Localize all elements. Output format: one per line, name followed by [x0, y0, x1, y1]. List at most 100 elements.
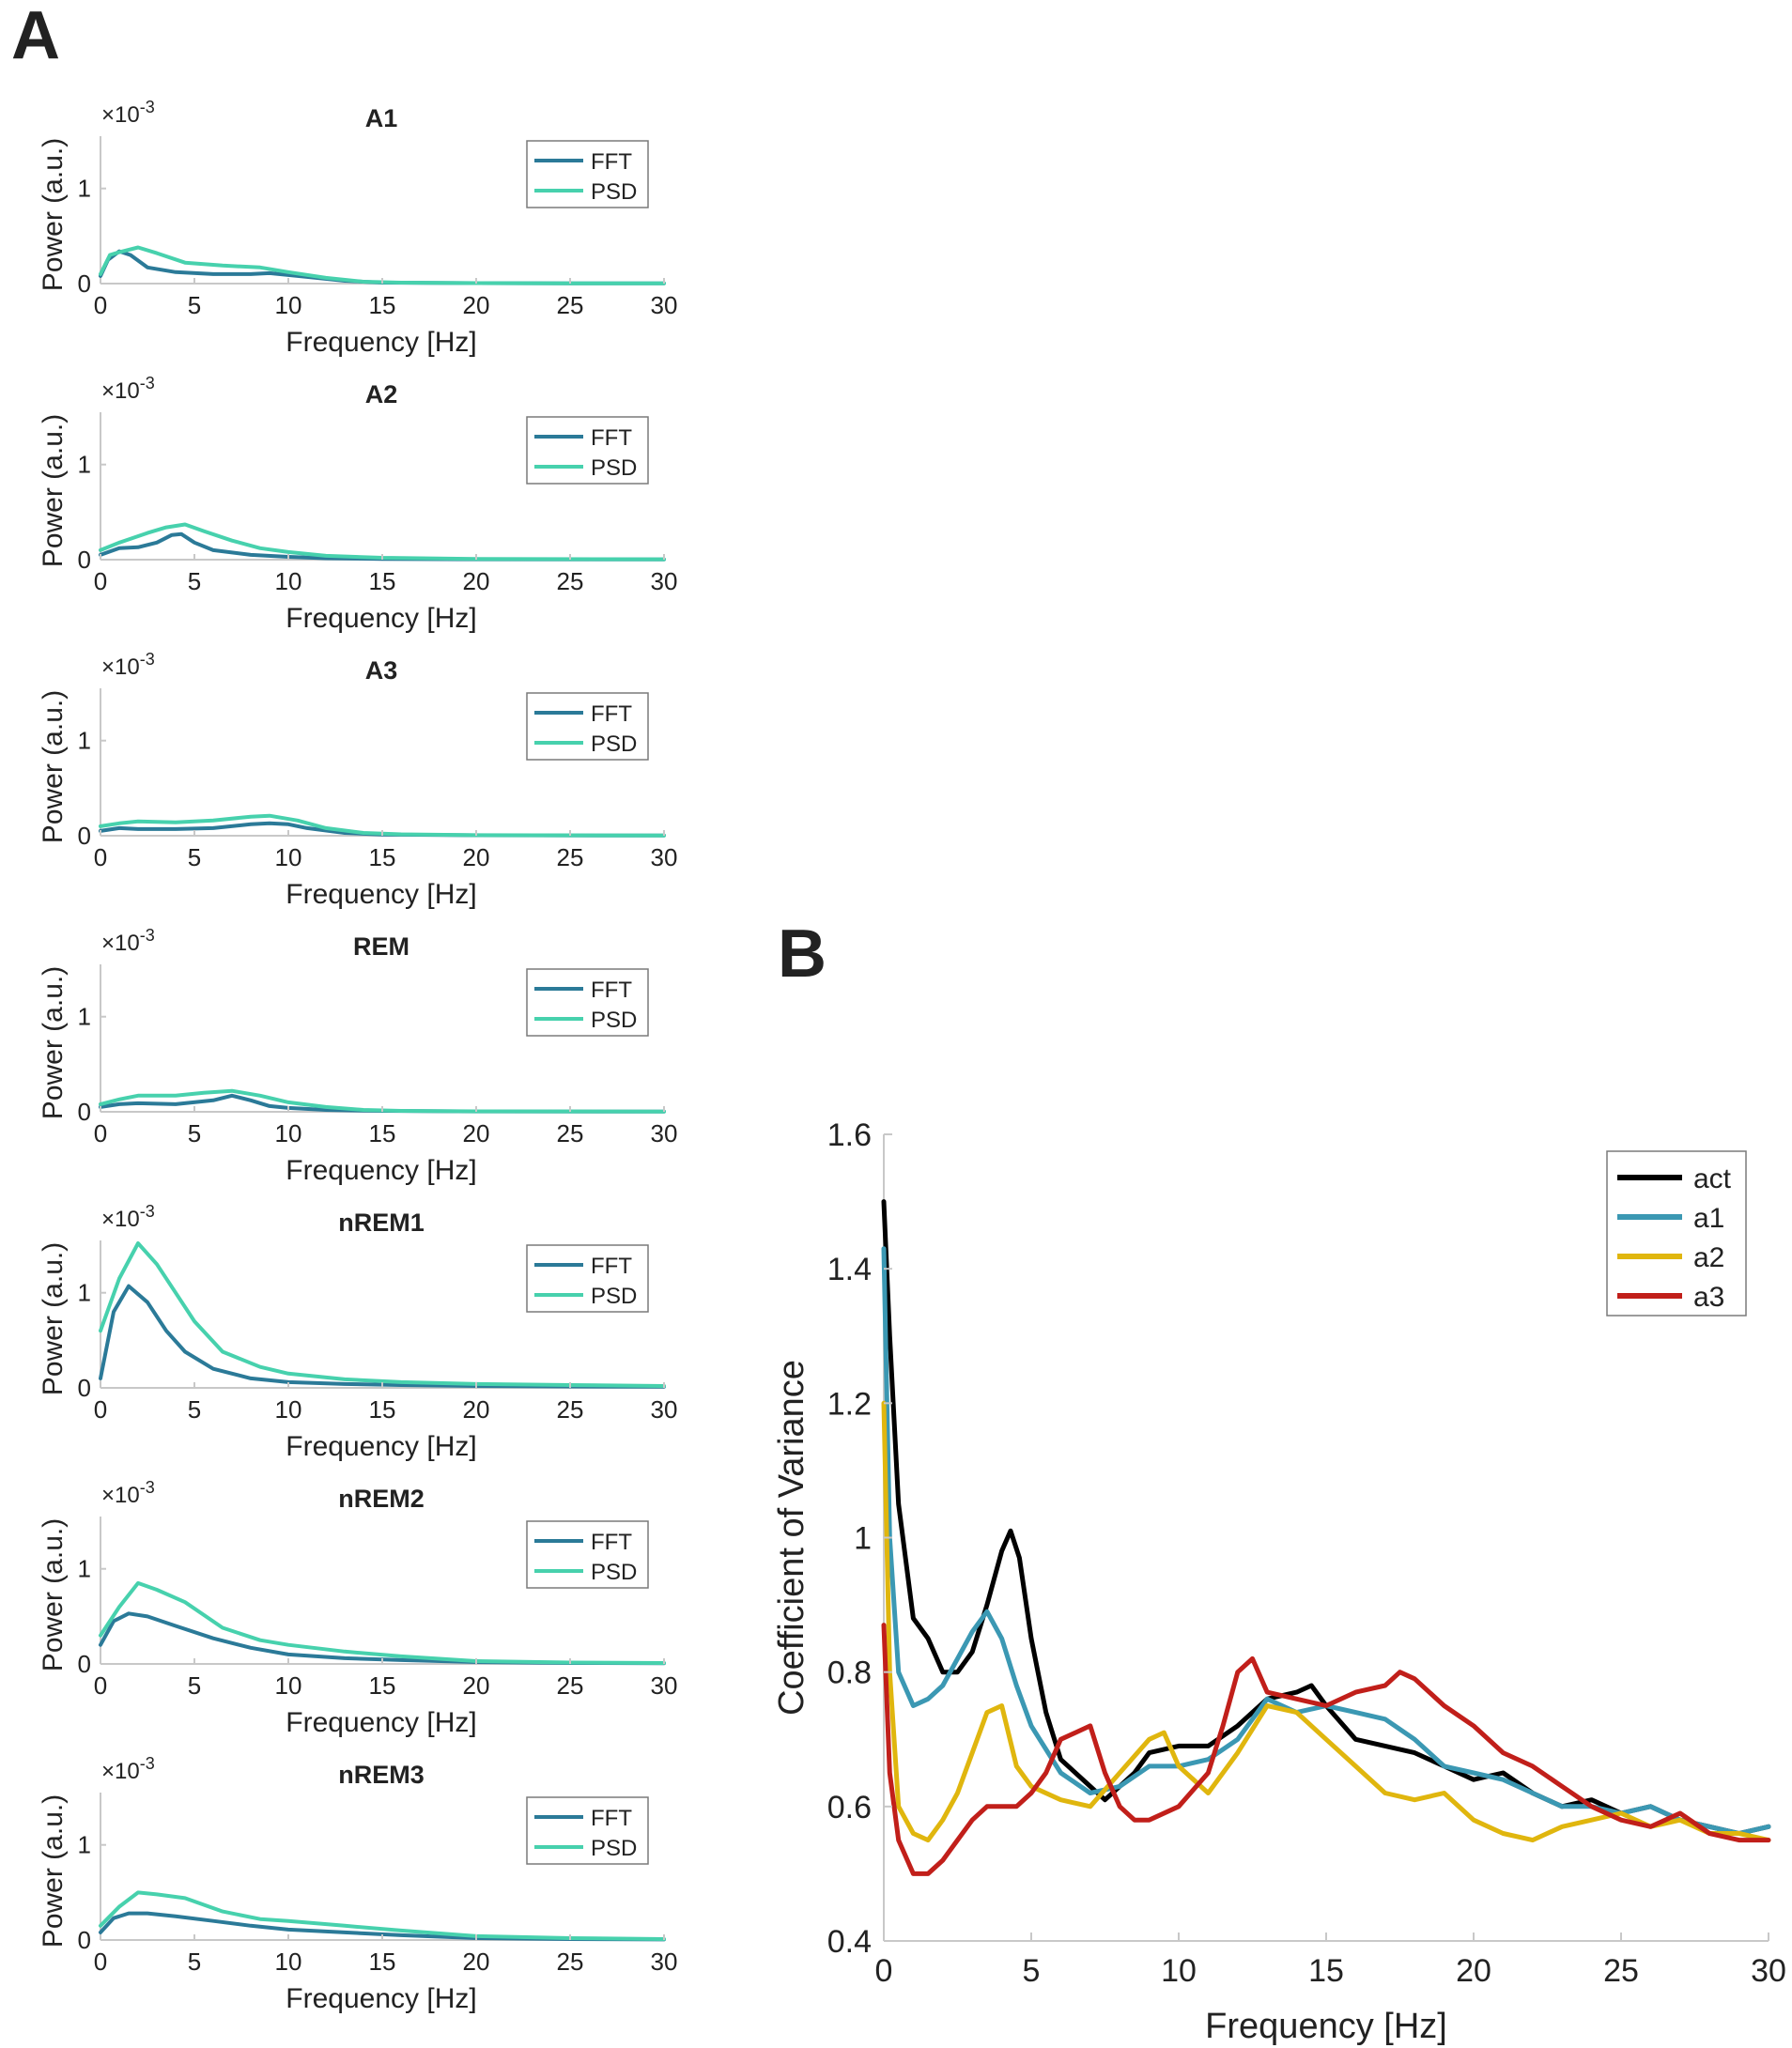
- legend-label-fft: FFT: [591, 1254, 632, 1279]
- x-tick-label: 25: [557, 567, 584, 595]
- x-axis-label: Frequency [Hz]: [286, 879, 476, 910]
- x-tick-label: 20: [463, 843, 490, 871]
- x-tick-label: 0: [94, 1119, 107, 1147]
- y-tick-label: 1: [78, 1831, 91, 1859]
- y-exponent-label: ×10-3: [101, 1478, 155, 1508]
- x-tick-label: 20: [1456, 1953, 1491, 1989]
- x-tick-label: 25: [557, 843, 584, 871]
- legend-box: [526, 968, 649, 1037]
- y-tick-label: 1: [854, 1521, 872, 1557]
- x-axis-label: Frequency [Hz]: [286, 1155, 476, 1186]
- panel-b-chart: 0 5 10 15 20 25 30 0.4 0.6 0.8 1 1.2 1.4 1.6 Frequency…: [772, 1117, 1786, 2046]
- y-axis-label: Power (a.u.): [38, 1518, 69, 1671]
- x-tick-label: 0: [875, 1953, 893, 1989]
- legend-label-psd: PSD: [591, 1836, 637, 1861]
- x-tick-label: 15: [369, 1948, 396, 1976]
- series-line-psd: [99, 1088, 666, 1114]
- x-axis-label: Frequency [Hz]: [286, 327, 476, 358]
- x-tick-label: 0: [94, 843, 107, 871]
- x-tick-label: 10: [275, 843, 302, 871]
- x-tick-label: 30: [651, 567, 678, 595]
- legend-label-psd: PSD: [591, 731, 637, 757]
- series-line-a2: [881, 1400, 1771, 1843]
- panel-b-label: B: [778, 916, 826, 992]
- series-line-a1: [881, 1246, 1771, 1836]
- x-axis-label: Frequency [Hz]: [1205, 2007, 1447, 2046]
- legend-box: [526, 692, 649, 761]
- x-tick-label: 20: [463, 1948, 490, 1976]
- y-exponent-power: -3: [140, 1754, 155, 1773]
- x-tick-label: 15: [369, 291, 396, 319]
- y-tick-label: 0.8: [827, 1655, 872, 1691]
- series-line-psd: [99, 245, 666, 285]
- y-axis-label: Coefficient of Variance: [772, 1360, 811, 1716]
- legend-label-a1: a1: [1693, 1203, 1724, 1234]
- series-line-psd: [99, 1580, 666, 1665]
- x-tick-label: 30: [651, 1395, 678, 1424]
- y-tick-label: 1: [78, 451, 91, 479]
- legend-label-fft: FFT: [591, 1530, 632, 1555]
- y-exponent-power: -3: [140, 1478, 155, 1497]
- x-tick-label: 5: [188, 1395, 201, 1424]
- legend-label-fft: FFT: [591, 149, 632, 175]
- x-axis-label: Frequency [Hz]: [286, 603, 476, 634]
- y-tick-label: 0: [78, 269, 91, 298]
- y-tick-label: 0: [78, 1926, 91, 1954]
- subplot-nrem1: 0 5 10 15 20 25 30 0 1 ×10-3 nREM1 Frequency [Hz] Po…: [38, 1202, 677, 1462]
- y-exponent-label: ×10-3: [101, 98, 155, 128]
- panel-a-label: A: [11, 0, 60, 73]
- subplot-title: nREM2: [338, 1485, 425, 1513]
- x-tick-label: 5: [188, 1119, 201, 1147]
- x-tick-label: 15: [369, 567, 396, 595]
- y-tick-label: 0.6: [827, 1790, 872, 1825]
- legend-label-psd: PSD: [591, 455, 637, 481]
- y-exponent-power: -3: [140, 650, 155, 669]
- x-tick-label: 30: [651, 291, 678, 319]
- x-tick-label: 5: [188, 1671, 201, 1700]
- legend-label-psd: PSD: [591, 1284, 637, 1309]
- subplot-a2: 0 5 10 15 20 25 30 0 1 ×10-3 A2 Frequency [Hz] Power…: [38, 374, 677, 634]
- subplot-title: nREM3: [338, 1761, 425, 1789]
- y-tick-label: 1: [78, 727, 91, 755]
- x-tick-label: 0: [94, 291, 107, 319]
- x-tick-label: 5: [188, 567, 201, 595]
- y-exponent-label: ×10-3: [101, 374, 155, 404]
- x-tick-label: 15: [1308, 1953, 1344, 1989]
- x-tick-label: 20: [463, 1119, 490, 1147]
- x-tick-label: 20: [463, 1671, 490, 1700]
- y-exponent-label: ×10-3: [101, 650, 155, 680]
- subplot-title: A1: [365, 104, 398, 132]
- series-line-fft: [99, 1284, 666, 1389]
- legend-box: [526, 1796, 649, 1865]
- legend-label-fft: FFT: [591, 1806, 632, 1831]
- x-tick-label: 25: [557, 291, 584, 319]
- x-tick-label: 15: [369, 843, 396, 871]
- x-tick-label: 15: [369, 1395, 396, 1424]
- x-tick-label: 10: [275, 1119, 302, 1147]
- legend-box: [526, 1520, 649, 1589]
- legend-label-psd: PSD: [591, 179, 637, 205]
- y-exponent-power: -3: [140, 926, 155, 945]
- series-line-psd: [99, 813, 666, 838]
- y-axis-label: Power (a.u.): [38, 690, 69, 843]
- y-axis-label: Power (a.u.): [38, 1242, 69, 1395]
- x-tick-label: 10: [1161, 1953, 1197, 1989]
- x-tick-label: 5: [188, 1948, 201, 1976]
- x-tick-label: 5: [1023, 1953, 1041, 1989]
- legend-box: [526, 1244, 649, 1313]
- y-axis-label: Power (a.u.): [38, 966, 69, 1119]
- x-tick-label: 30: [651, 843, 678, 871]
- y-exponent-power: -3: [140, 98, 155, 116]
- y-tick-label: 0: [78, 546, 91, 574]
- x-tick-label: 0: [94, 1395, 107, 1424]
- x-tick-label: 5: [188, 291, 201, 319]
- legend-label-a3: a3: [1693, 1282, 1724, 1313]
- x-tick-label: 15: [369, 1119, 396, 1147]
- y-tick-label: 1: [78, 1003, 91, 1031]
- x-axis-label: Frequency [Hz]: [286, 1983, 476, 2014]
- legend-label-act: act: [1693, 1163, 1732, 1194]
- x-axis-label: Frequency [Hz]: [286, 1431, 476, 1462]
- y-exponent-label: ×10-3: [101, 926, 155, 956]
- x-tick-label: 20: [463, 1395, 490, 1424]
- subplot-a3: 0 5 10 15 20 25 30 0 1 ×10-3 A3 Frequency [Hz] Power…: [38, 650, 677, 910]
